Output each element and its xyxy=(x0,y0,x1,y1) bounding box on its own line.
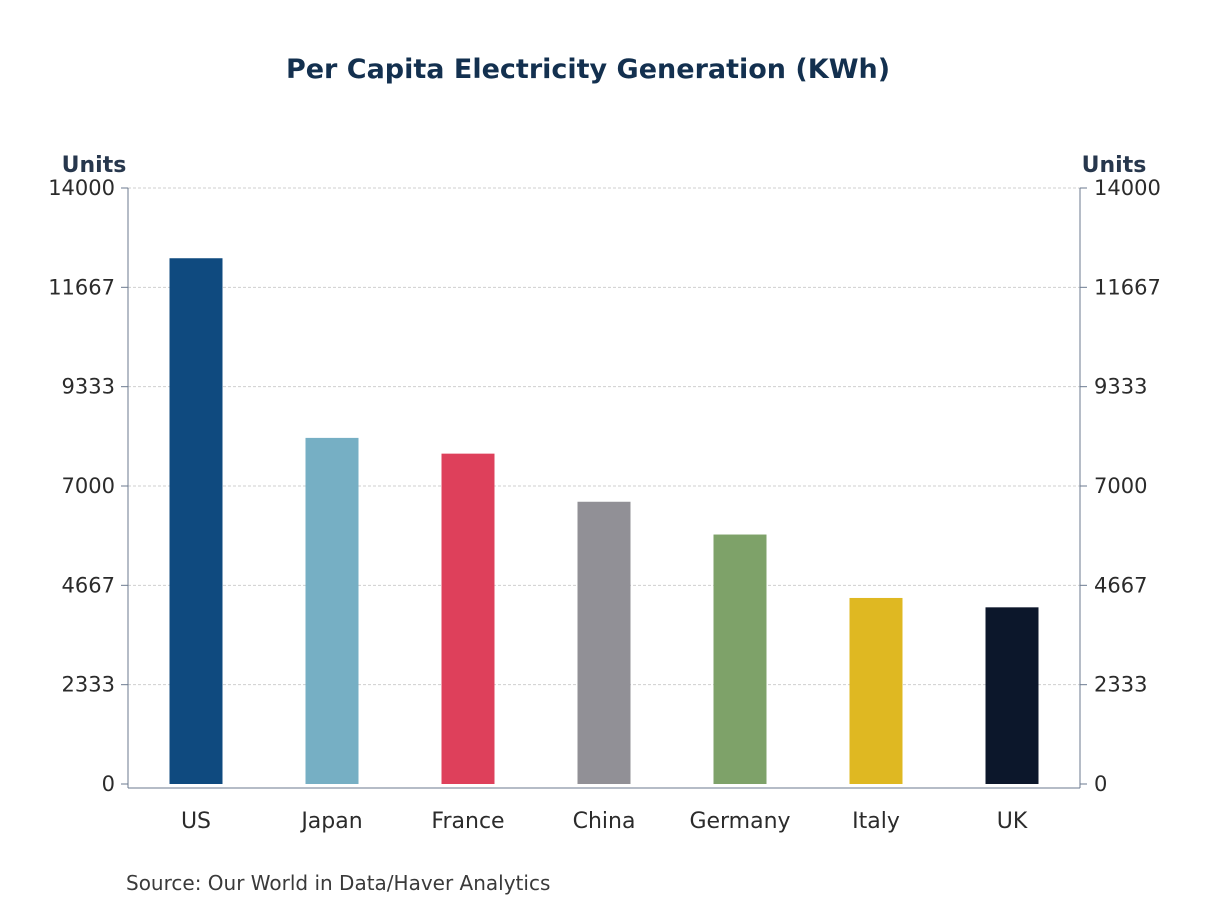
bars xyxy=(169,258,1039,784)
bar-italy xyxy=(849,597,903,784)
left-y-tick-label: 7000 xyxy=(62,474,115,498)
bar-france xyxy=(441,453,495,784)
source-note: Source: Our World in Data/Haver Analytic… xyxy=(126,871,550,895)
right-axis-label: Units xyxy=(1082,153,1147,178)
left-y-tick-label: 4667 xyxy=(62,573,115,597)
right-y-tick-label: 9333 xyxy=(1094,375,1147,399)
x-category-label: Italy xyxy=(852,809,900,834)
x-category-label: US xyxy=(181,809,211,834)
left-y-tick-label: 2333 xyxy=(62,673,115,697)
axis-tick-labels: 0 0 2333 2333 4667 4667 7000 7000 9333 9333 11667 1… xyxy=(48,176,1161,834)
right-y-tick-label: 4667 xyxy=(1094,573,1147,597)
left-y-tick-label: 11667 xyxy=(48,275,115,299)
x-category-label: China xyxy=(573,809,636,834)
right-y-tick-label: 0 xyxy=(1094,772,1107,796)
bar-japan xyxy=(305,437,359,784)
right-y-tick-label: 2333 xyxy=(1094,673,1147,697)
x-category-label: Germany xyxy=(689,809,790,834)
x-category-label: France xyxy=(431,809,504,834)
bar-china xyxy=(577,501,631,784)
right-y-tick-label: 14000 xyxy=(1094,176,1161,200)
right-y-tick-label: 11667 xyxy=(1094,275,1161,299)
left-y-tick-label: 9333 xyxy=(62,375,115,399)
x-category-label: UK xyxy=(997,809,1028,834)
left-y-tick-label: 14000 xyxy=(48,176,115,200)
bar-us xyxy=(169,258,223,784)
bar-germany xyxy=(713,534,767,784)
bar-uk xyxy=(985,607,1039,784)
axes xyxy=(121,187,1087,789)
right-y-tick-label: 7000 xyxy=(1094,474,1147,498)
left-y-tick-label: 0 xyxy=(102,772,115,796)
chart-title: Per Capita Electricity Generation (KWh) xyxy=(286,54,890,85)
x-category-label: Japan xyxy=(299,809,362,834)
left-axis-label: Units xyxy=(62,153,127,178)
